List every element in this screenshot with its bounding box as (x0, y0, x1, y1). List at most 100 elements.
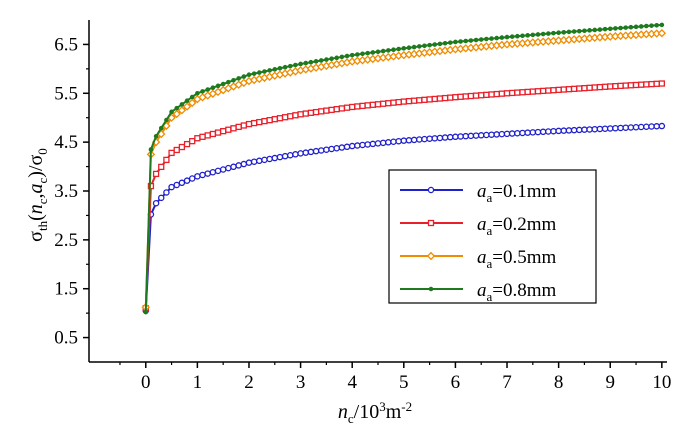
series-4-point (494, 35, 499, 41)
series-2-point (178, 143, 186, 151)
series-1-point (188, 175, 196, 182)
series-1-point (457, 133, 464, 140)
series-4-point (422, 43, 427, 49)
series-1-point (617, 124, 624, 132)
series-3 (141, 28, 667, 312)
series-1-point (400, 137, 408, 144)
series-4-point (561, 30, 567, 35)
series-1-point (498, 130, 506, 138)
series-1-point (261, 156, 268, 164)
series-1-point (529, 129, 537, 136)
series-2-point (266, 117, 273, 124)
series-2-point (457, 93, 464, 100)
series-4-point (478, 37, 484, 42)
series-2-point (488, 91, 495, 98)
series-2-point (462, 93, 469, 100)
series-4-point (205, 87, 210, 92)
series-4-point (607, 26, 613, 32)
series-2-point (312, 108, 320, 116)
series-4-point (158, 125, 164, 131)
series-2-point (364, 102, 371, 109)
legend-item: aa=0.8mm (400, 280, 557, 304)
series-2-point (158, 163, 165, 171)
series-4-point (164, 117, 169, 123)
series-2-point (503, 90, 511, 97)
series-2-point (380, 100, 387, 107)
series-2-point (318, 108, 325, 115)
series-1-point (256, 157, 263, 165)
series-2-point (214, 129, 222, 136)
series-1-point (163, 189, 170, 196)
series-1-point (219, 166, 227, 173)
series-1-point (379, 139, 387, 147)
series-4-point (179, 102, 185, 107)
series-4-point (355, 52, 360, 57)
series-4-point (576, 28, 582, 34)
series-2-point (545, 87, 552, 94)
series-4-point (571, 29, 577, 34)
series-2-point (250, 119, 258, 127)
series-4-point (282, 64, 288, 70)
series-2-point (498, 90, 506, 97)
y-tick-label: 6.5 (54, 34, 78, 55)
series-2-point (194, 135, 201, 142)
series-2-point (240, 122, 247, 129)
series-2-point (519, 89, 526, 96)
series-1-point (508, 130, 516, 137)
series-1-point (157, 194, 165, 202)
series-4-point (427, 42, 432, 48)
series-2-point (209, 130, 217, 138)
series-4-point (272, 67, 278, 72)
series-1-point (637, 123, 645, 131)
series-2-point (452, 94, 459, 101)
series-1-point (359, 141, 366, 149)
series-2-point (539, 87, 547, 95)
series-4-point (241, 74, 247, 79)
series-4-point (582, 28, 587, 34)
series-2-point (173, 146, 180, 154)
series-4-point (499, 35, 505, 40)
series-1-point (514, 130, 521, 137)
series-2-point (307, 109, 315, 116)
series-2-point (328, 106, 335, 114)
series-4-point (143, 309, 149, 315)
series-4-point (566, 29, 572, 35)
series-1-point (199, 171, 206, 179)
series-2-point (596, 83, 604, 91)
series-1-point (632, 123, 640, 131)
series-2-point (509, 89, 516, 97)
series-2-point (369, 101, 376, 108)
series-4-point (442, 40, 448, 46)
series-2-point (581, 85, 588, 92)
series-1-point (348, 142, 356, 150)
series-4-point (484, 36, 489, 42)
series-4-point (324, 57, 329, 62)
series-1-point (658, 122, 666, 130)
series-4-point (504, 34, 510, 40)
series-2-point (565, 86, 573, 93)
series-2-point (431, 95, 438, 103)
series-1-point (565, 127, 573, 134)
series-2-point (472, 92, 480, 99)
series-1-point (524, 129, 531, 136)
legend-item: aa=0.5mm (400, 247, 557, 271)
series-2-point (627, 82, 635, 89)
series-1-point (410, 136, 418, 144)
series-1-point (302, 149, 309, 156)
series-2-point (658, 80, 665, 87)
series-1-point (245, 159, 253, 166)
series-2-point (410, 97, 418, 104)
series-4-point (313, 59, 319, 64)
series-2-point (643, 81, 650, 88)
series-4-point (169, 109, 174, 115)
series-4-point (540, 31, 546, 37)
series-4-point (458, 39, 463, 44)
series-1-point (441, 134, 449, 141)
series-1-point (214, 167, 222, 175)
x-tick-label: 8 (554, 372, 564, 393)
series-4-point (633, 24, 639, 30)
series-4-point (411, 44, 417, 50)
series-2-point (478, 92, 485, 99)
y-tick-label: 4.5 (54, 132, 78, 153)
